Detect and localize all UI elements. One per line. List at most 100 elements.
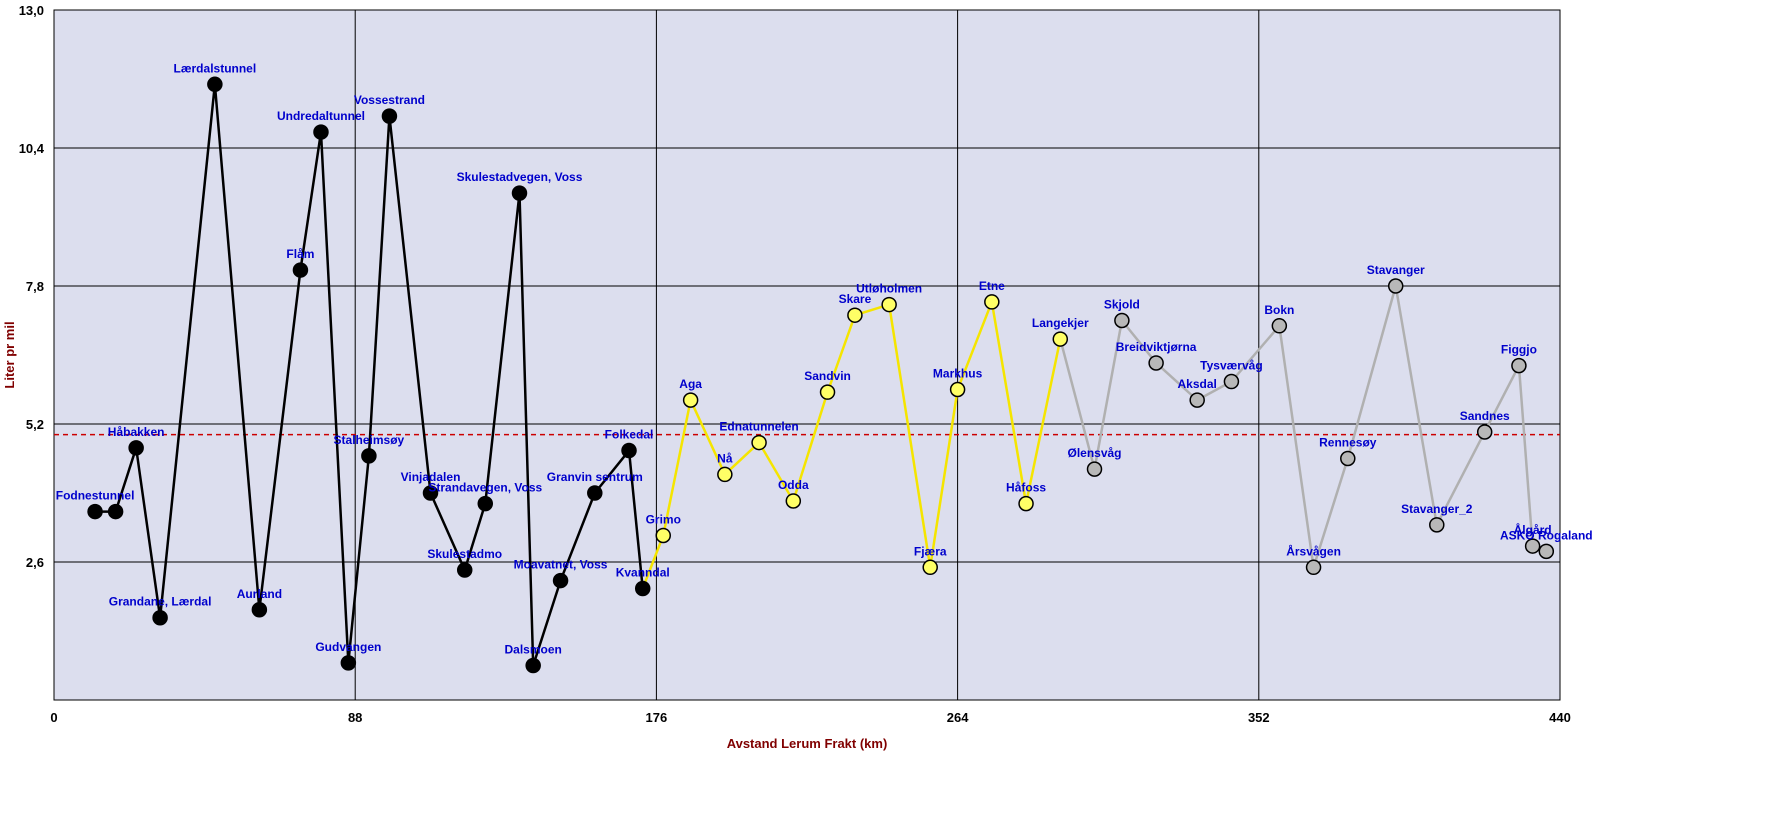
x-tick-label: 440 — [1549, 710, 1571, 725]
data-point — [1430, 518, 1444, 532]
point-label: Aga — [679, 377, 702, 391]
point-label: Skjold — [1104, 298, 1140, 312]
data-point — [554, 574, 568, 588]
point-label: Stavanger — [1367, 263, 1425, 277]
data-point — [293, 263, 307, 277]
point-label: Fjæra — [914, 544, 947, 558]
point-label: Moavatnet, Voss — [514, 558, 608, 572]
data-point — [382, 109, 396, 123]
point-label: Aurland — [237, 587, 282, 601]
point-label: Skulestadmo — [427, 547, 502, 561]
y-tick-label: 10,4 — [19, 141, 45, 156]
x-tick-label: 264 — [947, 710, 969, 725]
data-point — [1224, 375, 1238, 389]
data-point — [821, 385, 835, 399]
data-point — [109, 505, 123, 519]
data-point — [88, 505, 102, 519]
x-axis-title: Avstand Lerum Frakt (km) — [727, 736, 888, 751]
chart-svg: 0881762643524402,65,27,810,413,0Fodnestu… — [0, 0, 1780, 814]
data-point — [478, 497, 492, 511]
point-label: Håfoss — [1006, 481, 1046, 495]
data-point — [718, 467, 732, 481]
data-point — [923, 560, 937, 574]
data-point — [129, 441, 143, 455]
point-label: Ølensvåg — [1067, 446, 1121, 460]
point-label: Dalsmoen — [505, 643, 562, 657]
y-axis-title: Liter pr mil — [2, 321, 17, 388]
x-tick-label: 352 — [1248, 710, 1270, 725]
point-label: Grimo — [646, 512, 681, 526]
point-label: Sandvin — [804, 369, 851, 383]
point-label: Strandavegen, Voss — [428, 481, 542, 495]
point-label: Lærdalstunnel — [174, 61, 257, 75]
data-point — [1512, 359, 1526, 373]
point-label: Markhus — [933, 367, 983, 381]
data-point — [1307, 560, 1321, 574]
point-label: Figgjo — [1501, 343, 1537, 357]
data-point — [848, 308, 862, 322]
data-point — [1088, 462, 1102, 476]
data-point — [314, 125, 328, 139]
y-tick-label: 13,0 — [19, 3, 44, 18]
point-label: Nå — [717, 451, 733, 465]
data-point — [1053, 332, 1067, 346]
point-label: Odda — [778, 478, 809, 492]
data-point — [985, 295, 999, 309]
data-point — [208, 77, 222, 91]
point-label: Bokn — [1264, 303, 1294, 317]
point-label: Utløholmen — [856, 282, 922, 296]
data-point — [458, 563, 472, 577]
data-point — [752, 436, 766, 450]
data-point — [684, 393, 698, 407]
x-tick-label: 176 — [646, 710, 668, 725]
point-label: Etne — [979, 279, 1005, 293]
point-label: Kvanndal — [616, 566, 670, 580]
data-point — [153, 611, 167, 625]
data-point — [622, 444, 636, 458]
data-point — [362, 449, 376, 463]
point-label: Tysværvåg — [1200, 359, 1262, 373]
data-point — [512, 186, 526, 200]
fuel-distance-chart: 0881762643524402,65,27,810,413,0Fodnestu… — [0, 0, 1780, 814]
point-label: Grandane, Lærdal — [109, 595, 212, 609]
data-point — [882, 298, 896, 312]
data-point — [1539, 544, 1553, 558]
point-label: Skulestadvegen, Voss — [457, 170, 583, 184]
point-label: Gudvangen — [315, 640, 381, 654]
point-label: Fodnestunnel — [56, 489, 135, 503]
point-label: Flåm — [286, 247, 314, 261]
data-point — [1341, 452, 1355, 466]
point-label: Ednatunnelen — [719, 420, 798, 434]
point-label: Håbakken — [108, 425, 165, 439]
data-point — [1115, 314, 1129, 328]
data-point — [1389, 279, 1403, 293]
point-label: ASKO Rogaland — [1500, 528, 1593, 542]
data-point — [1478, 425, 1492, 439]
point-label: Stalheimsøy — [334, 433, 405, 447]
point-label: Breidviktjørna — [1116, 340, 1197, 354]
point-label: Granvin sentrum — [547, 470, 643, 484]
data-point — [526, 659, 540, 673]
y-tick-label: 7,8 — [26, 279, 44, 294]
point-label: Aksdal — [1178, 377, 1217, 391]
data-point — [1272, 319, 1286, 333]
data-point — [588, 486, 602, 500]
data-point — [1019, 497, 1033, 511]
data-point — [951, 383, 965, 397]
data-point — [786, 494, 800, 508]
point-label: Folkedal — [605, 428, 654, 442]
point-label: Langekjer — [1032, 316, 1089, 330]
data-point — [252, 603, 266, 617]
data-point — [1149, 356, 1163, 370]
y-tick-label: 5,2 — [26, 417, 44, 432]
point-label: Undredaltunnel — [277, 109, 365, 123]
data-point — [636, 582, 650, 596]
point-label: Sandnes — [1460, 409, 1510, 423]
x-tick-label: 88 — [348, 710, 362, 725]
data-point — [656, 528, 670, 542]
data-point — [341, 656, 355, 670]
point-label: Rennesøy — [1319, 436, 1377, 450]
point-label: Vossestrand — [354, 93, 425, 107]
point-label: Stavanger_2 — [1401, 502, 1473, 516]
point-label: Årsvågen — [1286, 543, 1341, 558]
